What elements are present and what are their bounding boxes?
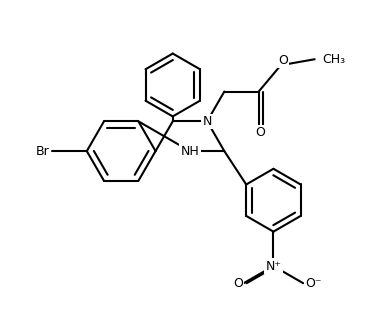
Text: O: O (233, 277, 243, 290)
Text: N⁺: N⁺ (266, 259, 282, 273)
Text: O: O (256, 126, 266, 139)
Text: N: N (203, 115, 212, 128)
Text: CH₃: CH₃ (323, 53, 346, 66)
Text: O: O (278, 54, 288, 67)
Text: Br: Br (36, 145, 50, 158)
Text: O⁻: O⁻ (305, 277, 321, 290)
Text: NH: NH (181, 145, 199, 158)
